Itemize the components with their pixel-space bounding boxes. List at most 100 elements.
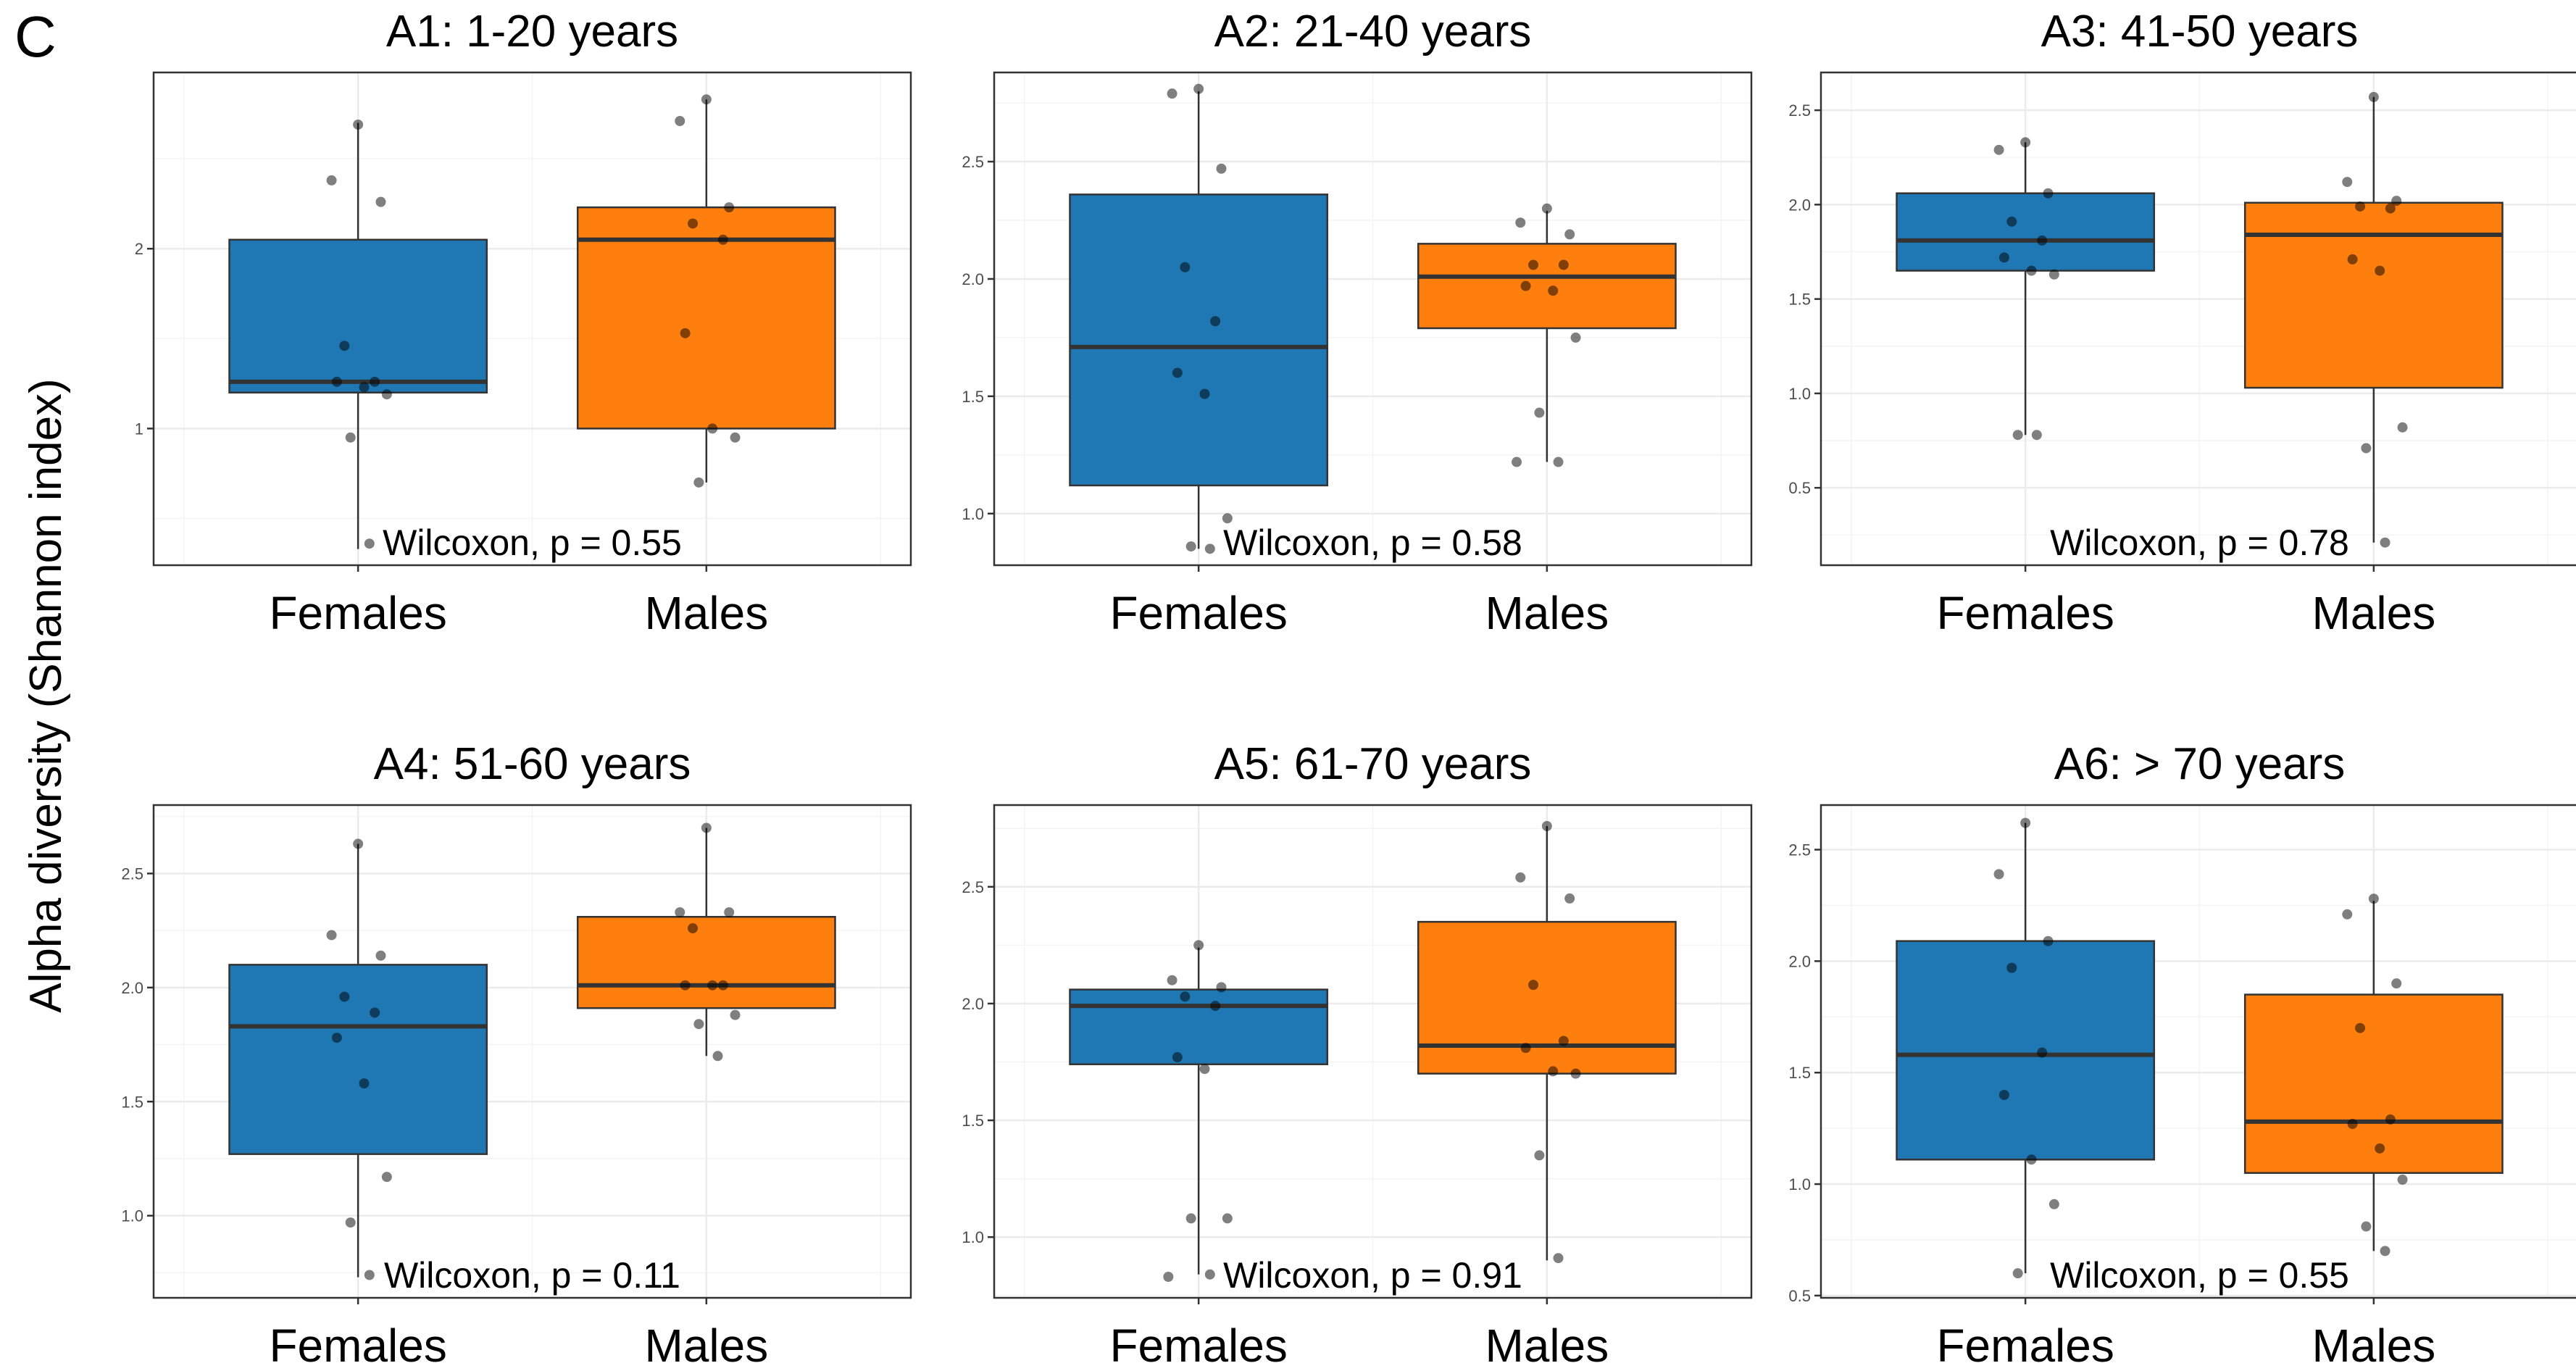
data-point (364, 538, 375, 549)
data-point (370, 1007, 380, 1018)
chart-panel: 1.0 1.5 2.0 2.5 Females Males A4: 51-60 years W… (121, 739, 912, 1371)
data-point (359, 1078, 370, 1089)
box-males (2243, 201, 2504, 389)
panel-label: C (14, 4, 57, 69)
x-tick-label: Males (644, 587, 768, 639)
data-point (326, 930, 337, 941)
data-point (1564, 229, 1575, 240)
data-point (1172, 1052, 1183, 1063)
box-females (1896, 940, 2156, 1161)
data-point (381, 389, 392, 400)
panel-title: A5: 61-70 years (1214, 739, 1532, 789)
data-point (1570, 332, 1581, 343)
x-tick-label: Males (644, 1320, 768, 1371)
data-point (326, 175, 337, 186)
data-point (2375, 1143, 2385, 1154)
data-point (707, 980, 718, 991)
data-point (2037, 235, 2048, 246)
chart-panel: 0.5 1.0 1.5 2.0 2.5 Females Males A6: > 70 year… (1788, 739, 2576, 1371)
data-point (2020, 817, 2031, 828)
data-point (1222, 1213, 1233, 1224)
plot-frame (1820, 71, 2576, 567)
chart-panel: 0.5 1.0 1.5 2.0 2.5 Females Males A3: 41-50 yea… (1788, 7, 2576, 639)
data-point (1216, 163, 1227, 174)
y-tick-label: 2.0 (1788, 952, 1811, 970)
data-point (2012, 430, 2023, 441)
x-tick-label: Females (1109, 1320, 1287, 1371)
data-point (1534, 1150, 1545, 1161)
data-point (1993, 144, 2004, 155)
data-point (730, 1009, 741, 1020)
data-point (1167, 975, 1177, 985)
data-point (2361, 443, 2372, 454)
y-tick-label: 2.5 (962, 153, 984, 171)
data-point (675, 907, 685, 917)
y-tick-label: 2 (135, 240, 143, 258)
x-tick-label: Females (269, 587, 446, 639)
y-tick-label: 2.0 (1788, 196, 1811, 214)
data-point (2031, 430, 2042, 441)
data-point (1204, 543, 1215, 554)
box-males (2243, 993, 2504, 1174)
data-point (1541, 203, 1552, 214)
data-point (2048, 269, 2059, 280)
plot-frame (152, 71, 912, 567)
data-point (1998, 1090, 2009, 1100)
data-point (364, 1270, 375, 1280)
chart-panel: 1 2 Females Males A1: 1-20 years Wilcoxon, p … (135, 7, 912, 639)
data-point (1998, 252, 2009, 263)
plot-frame (993, 804, 1753, 1299)
data-point (1193, 83, 1204, 94)
data-point (2368, 893, 2379, 904)
data-point (2006, 962, 2017, 973)
y-tick-label: 2.0 (121, 979, 143, 997)
data-point (2026, 1154, 2037, 1165)
data-point (331, 1033, 342, 1043)
data-point (2380, 537, 2390, 548)
y-tick-label: 1 (135, 420, 143, 438)
y-tick-label: 2.5 (1788, 841, 1811, 859)
data-point (2355, 201, 2366, 212)
chart-panel: 1.0 1.5 2.0 2.5 Females Males A5: 61-70 years W… (962, 739, 1753, 1371)
data-point (1210, 316, 1221, 327)
chart-panels: 1 2 Females Males A1: 1-20 years Wilcoxon, p … (121, 7, 2576, 1371)
panel-title: A6: > 70 years (2054, 739, 2346, 789)
data-point (345, 1217, 356, 1228)
data-point (1553, 1253, 1564, 1264)
y-tick-label: 1.5 (962, 388, 984, 406)
data-point (717, 980, 728, 991)
wilcoxon-annotation: Wilcoxon, p = 0.11 (384, 1255, 680, 1296)
box-males (1417, 243, 1677, 330)
data-point (1541, 821, 1552, 832)
data-point (688, 923, 699, 933)
data-point (2385, 1114, 2396, 1125)
box-males (576, 916, 836, 1009)
data-point (1548, 1066, 1559, 1077)
data-point (1180, 991, 1191, 1002)
y-tick-label: 1.5 (121, 1093, 143, 1111)
data-point (2361, 1221, 2372, 1232)
plot-frame (1820, 804, 2576, 1299)
data-point (693, 1019, 704, 1030)
data-point (2342, 177, 2353, 188)
y-tick-label: 1.5 (1788, 1064, 1811, 1082)
y-tick-label: 2.5 (121, 864, 143, 883)
wilcoxon-annotation: Wilcoxon, p = 0.58 (1223, 522, 1522, 563)
data-point (717, 234, 728, 245)
data-point (353, 838, 364, 849)
y-tick-label: 1.0 (1788, 1175, 1811, 1193)
data-point (1163, 1271, 1174, 1282)
y-tick-label: 1.5 (1788, 291, 1811, 309)
data-point (2368, 91, 2379, 102)
data-point (2347, 254, 2358, 264)
data-point (712, 1051, 723, 1062)
box-females (228, 964, 488, 1155)
y-tick-label: 1.0 (962, 505, 984, 523)
data-point (1570, 1068, 1581, 1079)
data-point (2020, 137, 2031, 148)
y-tick-label: 1.0 (962, 1228, 984, 1246)
chart-panel: 1.0 1.5 2.0 2.5 Females Males A2: 21-40 years W… (962, 7, 1753, 639)
plot-frame (993, 71, 1753, 567)
data-point (1564, 893, 1575, 904)
